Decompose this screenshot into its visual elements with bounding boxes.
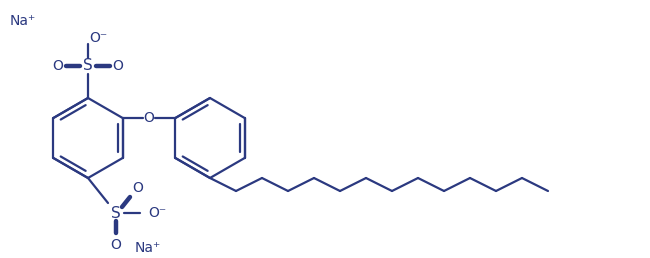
Text: S: S xyxy=(83,59,93,74)
Text: O⁻: O⁻ xyxy=(89,31,107,45)
Text: O: O xyxy=(133,181,144,195)
Text: S: S xyxy=(111,206,121,221)
Text: O: O xyxy=(111,238,122,252)
Text: Na⁺: Na⁺ xyxy=(135,241,161,255)
Text: Na⁺: Na⁺ xyxy=(10,14,36,28)
Text: O⁻: O⁻ xyxy=(148,206,166,220)
Text: O: O xyxy=(112,59,124,73)
Text: O: O xyxy=(53,59,64,73)
Text: O: O xyxy=(144,111,155,125)
